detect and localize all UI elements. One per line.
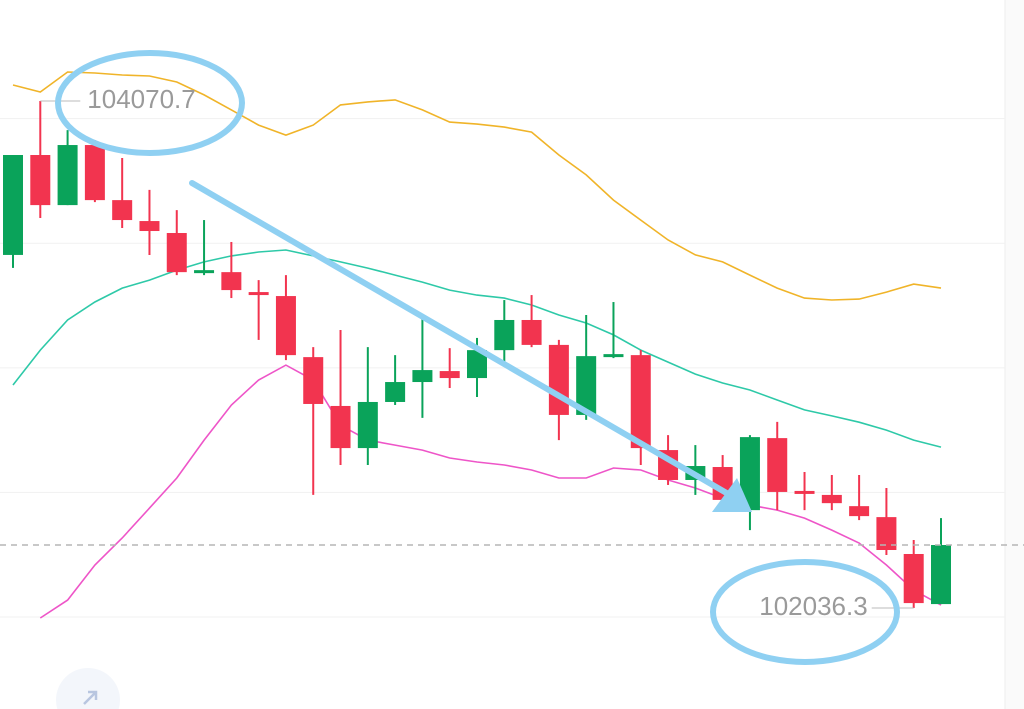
candle-body	[166, 233, 187, 273]
bands	[12, 71, 942, 619]
min-label: 102036.3	[759, 591, 867, 621]
candle-body	[385, 382, 406, 402]
candle-body	[849, 506, 870, 517]
band-line	[39, 364, 942, 619]
candle-body	[548, 344, 569, 415]
candle-body	[603, 354, 624, 358]
candle-body	[194, 270, 215, 274]
candle-body	[439, 371, 460, 379]
candle-body	[467, 350, 487, 379]
candles	[0, 101, 1024, 608]
candle-body	[931, 545, 951, 605]
candle-body	[248, 292, 269, 296]
band-line	[12, 249, 942, 448]
candle-body	[412, 370, 433, 383]
candle-body	[112, 200, 133, 221]
candle-body	[876, 517, 897, 551]
candle-body	[821, 494, 842, 504]
max-label: 104070.7	[87, 84, 195, 114]
button-icon	[83, 690, 98, 705]
candle-body	[357, 401, 378, 449]
candle-body	[139, 221, 160, 232]
candle-body	[739, 437, 760, 511]
band-line	[12, 71, 942, 301]
candle-body	[57, 145, 78, 206]
trend-arrow	[189, 180, 733, 498]
candle-body	[630, 355, 651, 449]
floating-button[interactable]	[56, 668, 120, 709]
candle-body	[794, 490, 815, 494]
candle-body	[767, 438, 788, 492]
highlight-circle	[55, 50, 245, 156]
grid	[0, 118, 1005, 618]
markers: 104070.7 102036.3	[40, 84, 914, 621]
arrow-head	[712, 478, 752, 512]
candle-body	[30, 155, 51, 206]
highlight-circle	[710, 559, 900, 665]
candle-body	[84, 145, 105, 201]
candle-body	[903, 553, 924, 604]
candle-body	[221, 272, 242, 291]
candle-body	[330, 405, 351, 449]
side-panel	[1005, 0, 1024, 709]
candle-body	[303, 357, 324, 404]
candle-body	[275, 296, 296, 356]
candle-body	[576, 356, 597, 415]
candle-body	[494, 319, 515, 351]
candle-body	[521, 319, 542, 345]
candle-body	[3, 155, 23, 255]
